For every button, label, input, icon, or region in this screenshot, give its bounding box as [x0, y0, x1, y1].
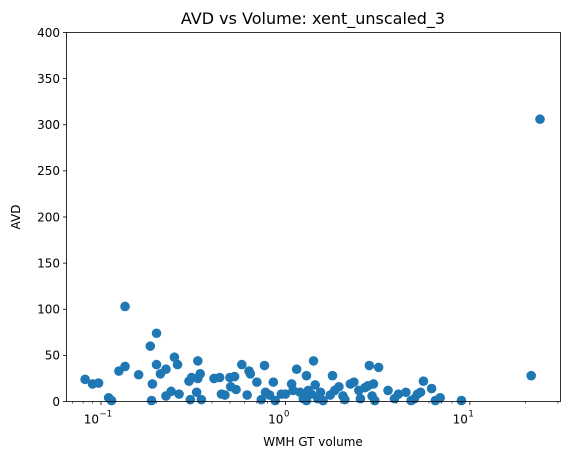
y-tick-label: 300 — [37, 118, 60, 132]
data-point — [268, 377, 279, 387]
data-point — [120, 301, 130, 312]
data-point — [327, 370, 338, 381]
x-tick-exponent: 0 — [284, 410, 289, 420]
plot-frame — [66, 32, 561, 402]
data-point — [252, 377, 262, 387]
data-point — [245, 369, 256, 379]
chart-title: AVD vs Volume: xent_unscaled_3 — [181, 9, 445, 29]
data-point — [151, 359, 162, 370]
data-point — [270, 395, 281, 406]
y-tick-label: 250 — [37, 164, 60, 178]
data-point — [355, 393, 366, 404]
x-tick-base: 10 — [268, 413, 283, 427]
data-point — [340, 394, 350, 405]
x-tick-base: 10 — [84, 413, 99, 427]
data-point — [220, 390, 230, 400]
data-point — [145, 341, 156, 351]
data-point — [318, 395, 328, 406]
data-point — [242, 390, 252, 400]
data-point — [229, 371, 240, 382]
data-point — [383, 385, 393, 396]
data-point — [214, 372, 225, 383]
data-point — [306, 389, 317, 399]
data-point — [393, 389, 404, 399]
data-point — [426, 383, 437, 394]
data-point — [291, 364, 302, 375]
data-point — [151, 328, 162, 339]
y-tick-label: 350 — [37, 72, 60, 86]
data-point — [191, 387, 202, 398]
data-point — [280, 389, 291, 399]
data-point — [147, 379, 158, 389]
points-layer — [80, 114, 545, 406]
data-point — [185, 394, 196, 405]
data-point — [310, 380, 321, 390]
data-point — [526, 370, 536, 381]
y-tick-label: 400 — [37, 26, 60, 40]
y-tick-label: 100 — [37, 303, 60, 317]
data-point — [435, 393, 445, 403]
data-point — [308, 356, 319, 366]
data-point — [369, 395, 380, 406]
data-point — [315, 387, 326, 398]
data-point — [161, 364, 171, 375]
data-point — [169, 352, 180, 363]
x-tick-label: 10 −1 — [84, 410, 112, 427]
data-point — [256, 394, 267, 405]
data-point — [334, 381, 344, 392]
data-point — [364, 360, 375, 371]
data-point — [120, 361, 130, 372]
data-point — [193, 356, 203, 366]
data-point — [418, 376, 429, 387]
data-point — [535, 114, 545, 125]
data-point — [349, 377, 359, 387]
data-point — [195, 369, 205, 379]
data-point — [106, 395, 117, 406]
data-point — [301, 370, 312, 381]
x-tick-exponent: 1 — [468, 410, 473, 420]
data-point — [166, 386, 176, 397]
data-point — [237, 359, 247, 370]
x-tick-label: 10 0 — [268, 410, 289, 427]
data-point — [172, 359, 183, 370]
data-point — [368, 379, 379, 389]
data-point — [373, 362, 384, 373]
data-point — [146, 395, 157, 406]
data-point — [174, 389, 184, 399]
data-point — [231, 384, 241, 395]
y-tick-label: 150 — [37, 256, 60, 270]
data-point — [93, 378, 104, 388]
y-axis-label: AVD — [9, 205, 23, 230]
x-tick-exponent: −1 — [100, 410, 113, 420]
x-tick-label: 10 1 — [453, 410, 474, 427]
data-point — [196, 394, 207, 405]
y-tick-label: 200 — [37, 210, 60, 224]
data-point — [133, 369, 144, 380]
y-tick-label: 0 — [52, 395, 60, 409]
y-tick-label: 50 — [45, 349, 60, 363]
x-axis-label: WMH GT volume — [263, 435, 363, 449]
data-point — [456, 395, 467, 406]
data-point — [80, 374, 90, 385]
data-point — [401, 387, 411, 398]
x-tick-base: 10 — [453, 413, 468, 427]
data-point — [415, 387, 426, 398]
data-point — [259, 360, 270, 371]
